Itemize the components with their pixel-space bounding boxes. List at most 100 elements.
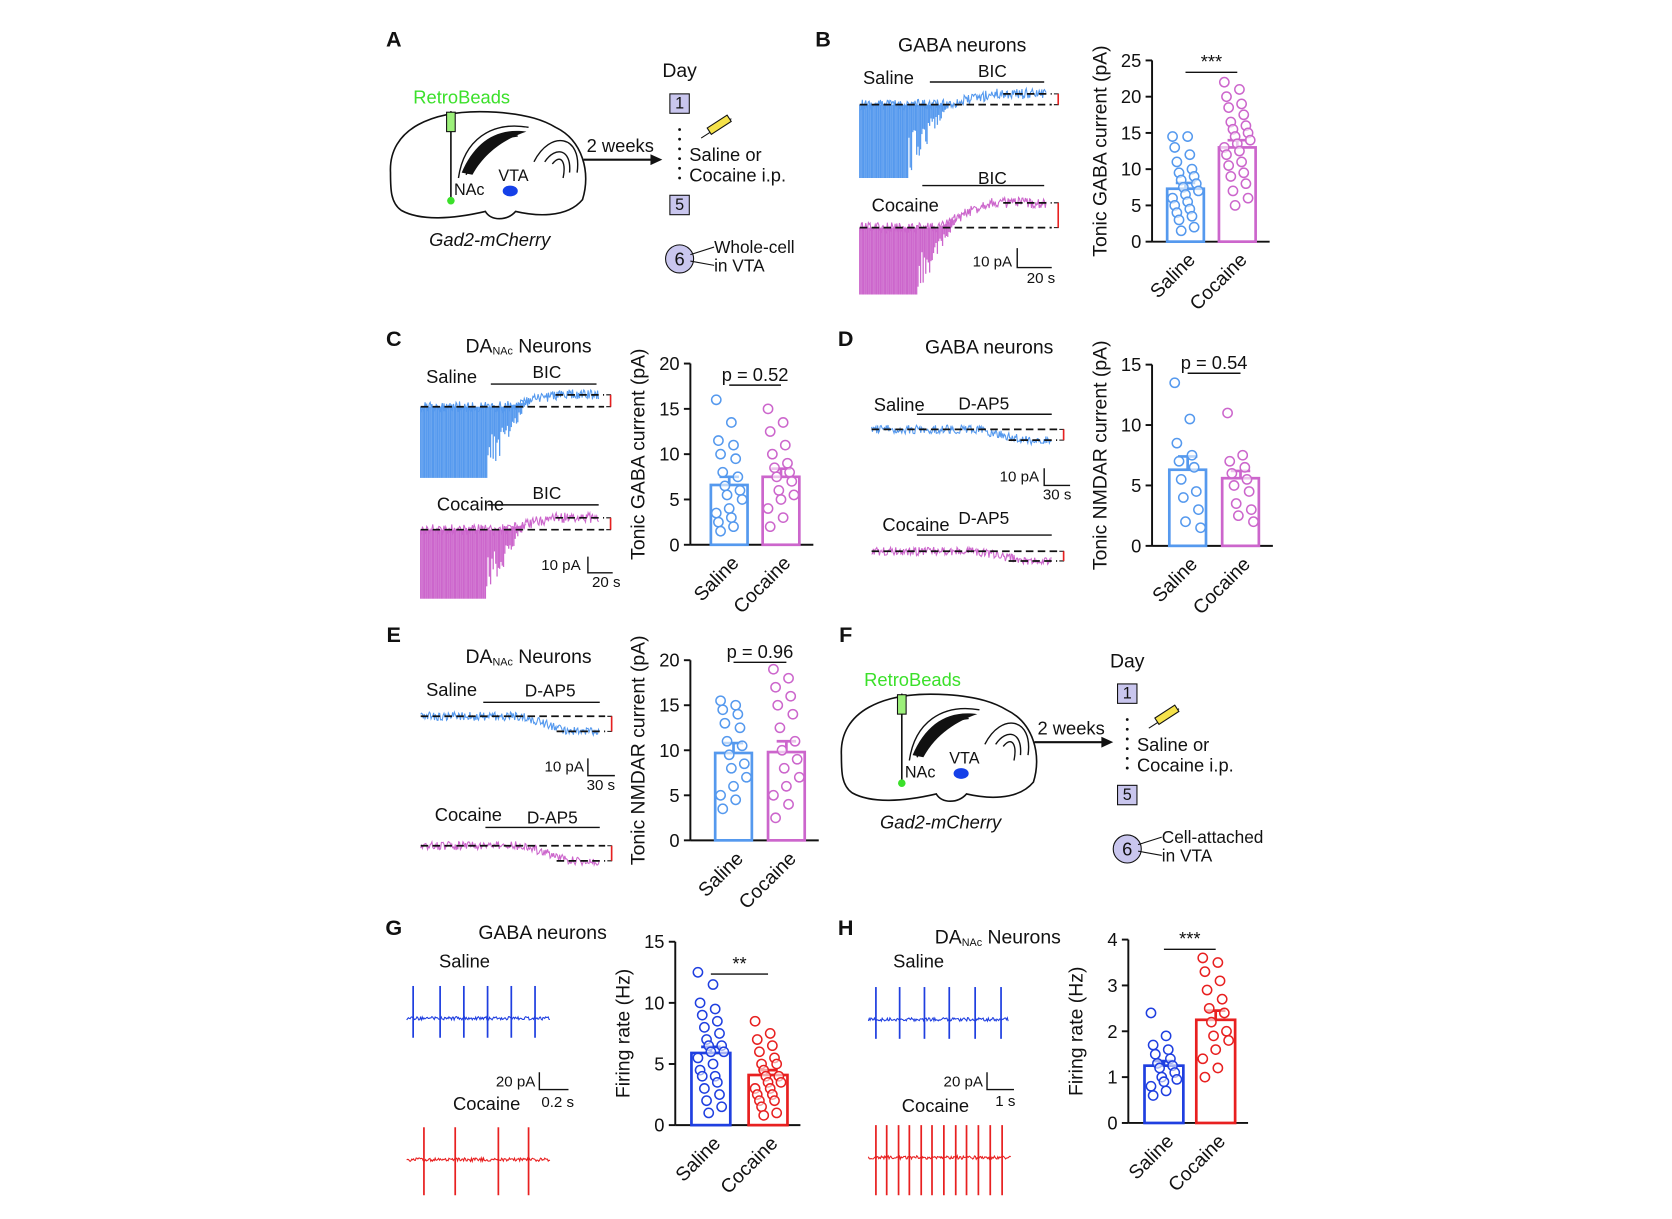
treatment-line: Saline or <box>689 144 761 165</box>
data-point <box>1214 975 1226 987</box>
data-point <box>1234 84 1245 95</box>
data-point <box>741 771 752 783</box>
data-point <box>707 979 719 990</box>
data-point <box>1228 480 1240 491</box>
data-point <box>728 439 739 451</box>
data-point <box>725 417 737 428</box>
condition-label: Cocaine <box>872 194 939 215</box>
trace-noise <box>867 1016 1009 1023</box>
scale-label: 10 pA <box>541 557 581 574</box>
pointer <box>1137 836 1162 856</box>
region-label: VTA <box>498 167 528 185</box>
data-point <box>692 966 704 978</box>
data-point <box>783 798 794 810</box>
data-point <box>793 771 805 783</box>
data-point <box>717 803 729 815</box>
trace-noise <box>420 388 600 414</box>
mouse-line: Gad2-mCherry <box>429 229 552 250</box>
data-point <box>723 749 735 761</box>
data-point <box>1171 437 1183 449</box>
data-point <box>1221 91 1232 103</box>
data-point <box>734 485 746 496</box>
condition-label: Cocaine <box>882 514 949 535</box>
data-point <box>773 485 785 496</box>
data-point <box>1238 109 1250 121</box>
data-point <box>1226 467 1238 479</box>
data-point <box>1167 131 1178 142</box>
data-point <box>1203 1002 1215 1014</box>
day-number: 5 <box>1123 786 1132 804</box>
data-point <box>771 1107 783 1119</box>
data-point <box>1222 407 1233 419</box>
y-tick-label: 1 <box>1107 1067 1117 1088</box>
data-point <box>732 708 744 720</box>
data-point <box>1175 225 1187 237</box>
day-number: 5 <box>675 196 684 214</box>
day-box <box>669 194 690 216</box>
title-part: Neurons <box>987 926 1060 948</box>
data-point <box>721 735 733 747</box>
data-point <box>1173 214 1185 226</box>
data-point <box>728 780 739 792</box>
data-point <box>771 471 783 483</box>
recording-line: Cell-attached <box>1162 827 1264 847</box>
trace <box>406 1127 551 1196</box>
data-point <box>1232 510 1244 522</box>
trace-title: DANAc Neurons <box>466 335 592 357</box>
syringe-barrel <box>1154 704 1180 726</box>
scale-bar <box>1043 468 1071 487</box>
significance-label: p = 0.52 <box>722 364 789 385</box>
data-point <box>756 1101 767 1113</box>
data-point <box>699 1021 710 1033</box>
data-point <box>764 521 776 533</box>
data-point <box>754 1046 765 1058</box>
data-point <box>1223 160 1235 171</box>
data-point <box>786 475 798 487</box>
panel-label: F <box>839 622 852 647</box>
data-point <box>713 435 724 446</box>
data-point <box>1173 455 1185 467</box>
scale-label: 30 s <box>587 777 616 794</box>
data-point <box>771 1058 783 1070</box>
data-point <box>1199 1071 1211 1083</box>
y-tick-label: 0 <box>1131 535 1141 556</box>
trace-title: DANAc Neurons <box>935 926 1061 948</box>
data-point <box>711 1015 723 1027</box>
trace <box>420 510 599 599</box>
trace-noise <box>406 1155 551 1164</box>
scale-label: 0.2 s <box>541 1094 574 1111</box>
data-point <box>738 758 750 770</box>
condition-label: Cocaine <box>902 1095 969 1116</box>
drug-label: D-AP5 <box>958 393 1009 413</box>
drug-label: BIC <box>978 168 1007 188</box>
data-point <box>723 503 735 514</box>
data-point <box>1188 461 1200 473</box>
data-point <box>1171 156 1183 168</box>
scale-label: 1 s <box>995 1093 1015 1110</box>
data-point <box>768 789 779 801</box>
y-axis-label: Firing rate (Hz) <box>612 969 634 1098</box>
data-point <box>714 1089 725 1100</box>
panel-label: D <box>838 326 854 351</box>
trace <box>406 985 550 1038</box>
data-point <box>715 525 726 537</box>
panel-label: A <box>386 26 402 51</box>
data-point <box>1147 1090 1159 1101</box>
data-point <box>701 1095 712 1107</box>
y-tick-label: 25 <box>1121 50 1141 71</box>
trace <box>420 839 600 867</box>
data-point <box>749 1015 761 1027</box>
day-box <box>669 93 690 114</box>
y-axis-label: Tonic GABA current (pA) <box>1089 45 1111 256</box>
data-point <box>1212 1062 1224 1074</box>
trace-title: DANAc Neurons <box>466 646 592 668</box>
data-point <box>1236 98 1247 110</box>
interval-label: 2 weeks <box>587 135 654 156</box>
trace-noise <box>859 86 1047 112</box>
timeline-dot <box>1125 766 1129 770</box>
data-point <box>734 722 746 734</box>
data-point <box>714 1028 725 1039</box>
data-point <box>784 466 796 478</box>
trace-noise <box>859 195 1047 235</box>
